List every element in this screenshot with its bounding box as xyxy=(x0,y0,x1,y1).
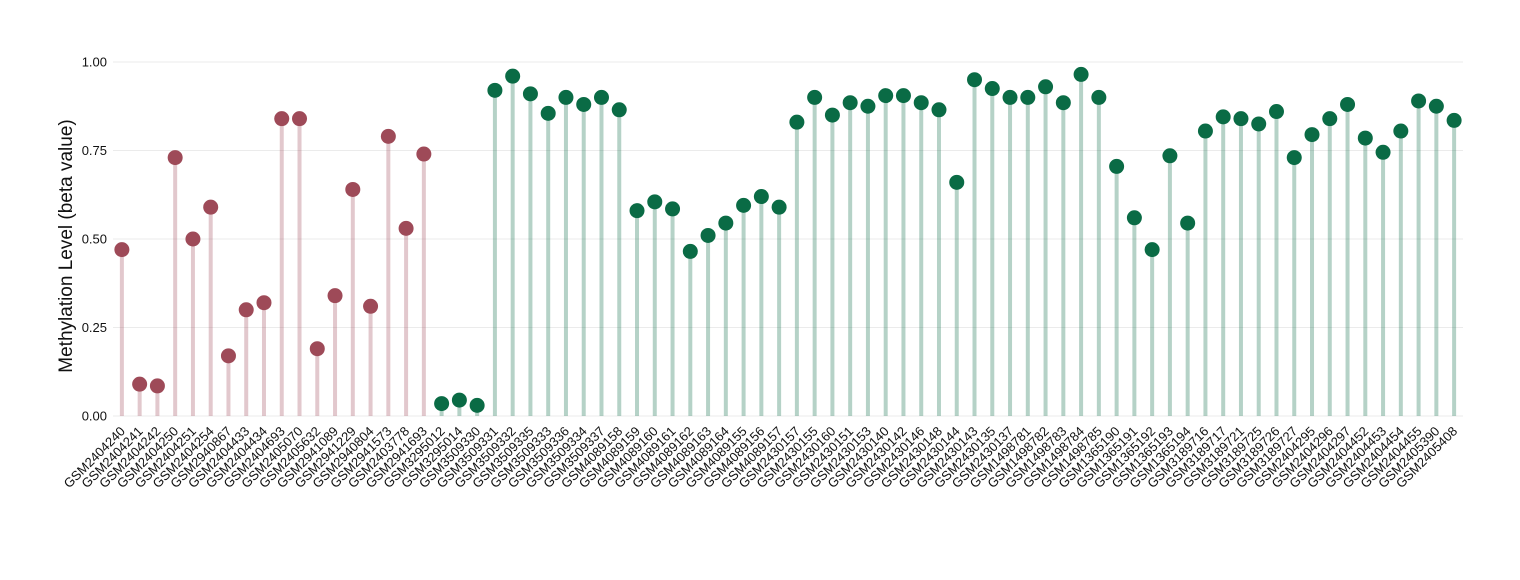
dot xyxy=(416,146,432,162)
dot xyxy=(593,89,609,105)
dot xyxy=(132,376,148,392)
dot xyxy=(1304,127,1320,143)
dot xyxy=(1038,79,1054,95)
y-tick-label: 0.75 xyxy=(82,143,107,158)
dot xyxy=(700,227,716,243)
y-tick-label: 0.50 xyxy=(82,232,107,247)
dot xyxy=(1180,215,1196,231)
dot xyxy=(1428,98,1444,114)
dot xyxy=(1357,130,1373,146)
dot xyxy=(1091,89,1107,105)
dot xyxy=(522,86,538,102)
dot xyxy=(1268,104,1284,120)
dot xyxy=(1233,111,1249,127)
dot xyxy=(824,107,840,123)
dot xyxy=(753,189,769,205)
dot xyxy=(292,111,308,127)
dot xyxy=(1215,109,1231,125)
dot xyxy=(1197,123,1213,139)
dot xyxy=(185,231,201,247)
dot xyxy=(718,215,734,231)
dot xyxy=(895,88,911,104)
dot xyxy=(860,98,876,114)
dot xyxy=(1162,148,1178,164)
y-axis-label: Methylation Level (beta value) xyxy=(56,119,77,372)
dot xyxy=(345,181,361,197)
dot xyxy=(363,298,379,314)
dot xyxy=(665,201,681,217)
dot xyxy=(469,397,485,413)
dot xyxy=(1446,112,1462,128)
dot xyxy=(984,81,1000,97)
dot xyxy=(682,243,698,259)
dot xyxy=(1393,123,1409,139)
y-tick-label: 0.25 xyxy=(82,320,107,335)
dot xyxy=(1286,150,1302,166)
dot xyxy=(842,95,858,111)
dot xyxy=(167,150,183,166)
dot xyxy=(380,128,396,144)
dot xyxy=(771,199,787,215)
dot xyxy=(611,102,627,118)
dot xyxy=(203,199,219,215)
dot xyxy=(629,203,645,219)
dot xyxy=(309,341,325,357)
dot xyxy=(1002,89,1018,105)
dot xyxy=(451,392,467,408)
dot xyxy=(558,89,574,105)
dot xyxy=(807,89,823,105)
y-tick-label: 1.00 xyxy=(82,55,107,70)
dot xyxy=(114,242,130,258)
dot xyxy=(238,302,254,318)
dot xyxy=(931,102,947,118)
dot xyxy=(487,82,503,98)
dot xyxy=(1055,95,1071,111)
dot xyxy=(1073,66,1089,82)
dot xyxy=(1251,116,1267,132)
dot xyxy=(967,72,983,88)
dot xyxy=(736,197,752,213)
dot xyxy=(540,105,556,121)
dot xyxy=(1411,93,1427,109)
dot xyxy=(327,288,343,304)
dot xyxy=(220,348,236,364)
dot xyxy=(647,194,663,210)
y-tick-label: 0.00 xyxy=(82,409,107,424)
dot xyxy=(789,114,805,130)
dot xyxy=(398,220,414,236)
dot xyxy=(274,111,290,127)
dot xyxy=(1144,242,1160,258)
dot xyxy=(1109,158,1125,174)
dot xyxy=(434,396,450,412)
dot xyxy=(1340,96,1356,112)
dot xyxy=(149,378,165,394)
dot xyxy=(256,295,272,311)
dot xyxy=(913,95,929,111)
dot xyxy=(1322,111,1338,127)
dot xyxy=(878,88,894,104)
dot xyxy=(576,96,592,112)
dot xyxy=(505,68,521,84)
dot xyxy=(1375,144,1391,160)
dot xyxy=(949,174,965,190)
dot xyxy=(1020,89,1036,105)
dot xyxy=(1126,210,1142,226)
